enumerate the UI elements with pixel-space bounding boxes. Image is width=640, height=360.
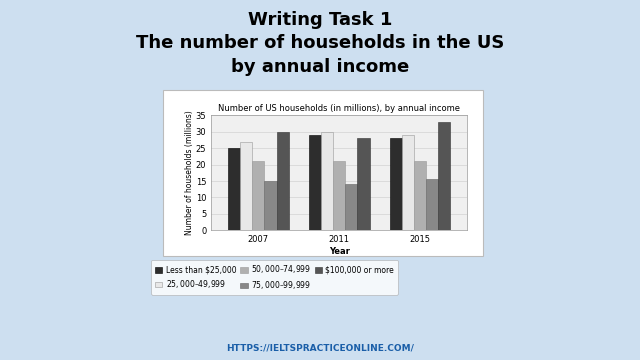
- Bar: [264, 181, 276, 230]
- Bar: [402, 135, 414, 230]
- Title: Number of US households (in millions), by annual income: Number of US households (in millions), b…: [218, 104, 460, 113]
- Bar: [228, 148, 240, 230]
- Bar: [240, 141, 252, 230]
- Bar: [276, 132, 289, 230]
- Bar: [321, 132, 333, 230]
- X-axis label: Year: Year: [329, 247, 349, 256]
- Bar: [426, 179, 438, 230]
- Text: Writing Task 1
The number of households in the US
by annual income: Writing Task 1 The number of households …: [136, 11, 504, 76]
- Y-axis label: Number of households (millions): Number of households (millions): [186, 111, 195, 235]
- Bar: [309, 135, 321, 230]
- Text: HTTPS://IELTSPRACTICEONLINE.COM/: HTTPS://IELTSPRACTICEONLINE.COM/: [226, 344, 414, 353]
- Legend: Less than $25,000, $25,000–$49,999, $50,000–$74,999, $75,000–$99,999, $100,000 o: Less than $25,000, $25,000–$49,999, $50,…: [151, 260, 398, 295]
- Bar: [357, 138, 369, 230]
- Bar: [390, 138, 402, 230]
- Bar: [333, 161, 345, 230]
- Bar: [345, 184, 357, 230]
- Bar: [252, 161, 264, 230]
- Bar: [414, 161, 426, 230]
- Bar: [438, 122, 451, 230]
